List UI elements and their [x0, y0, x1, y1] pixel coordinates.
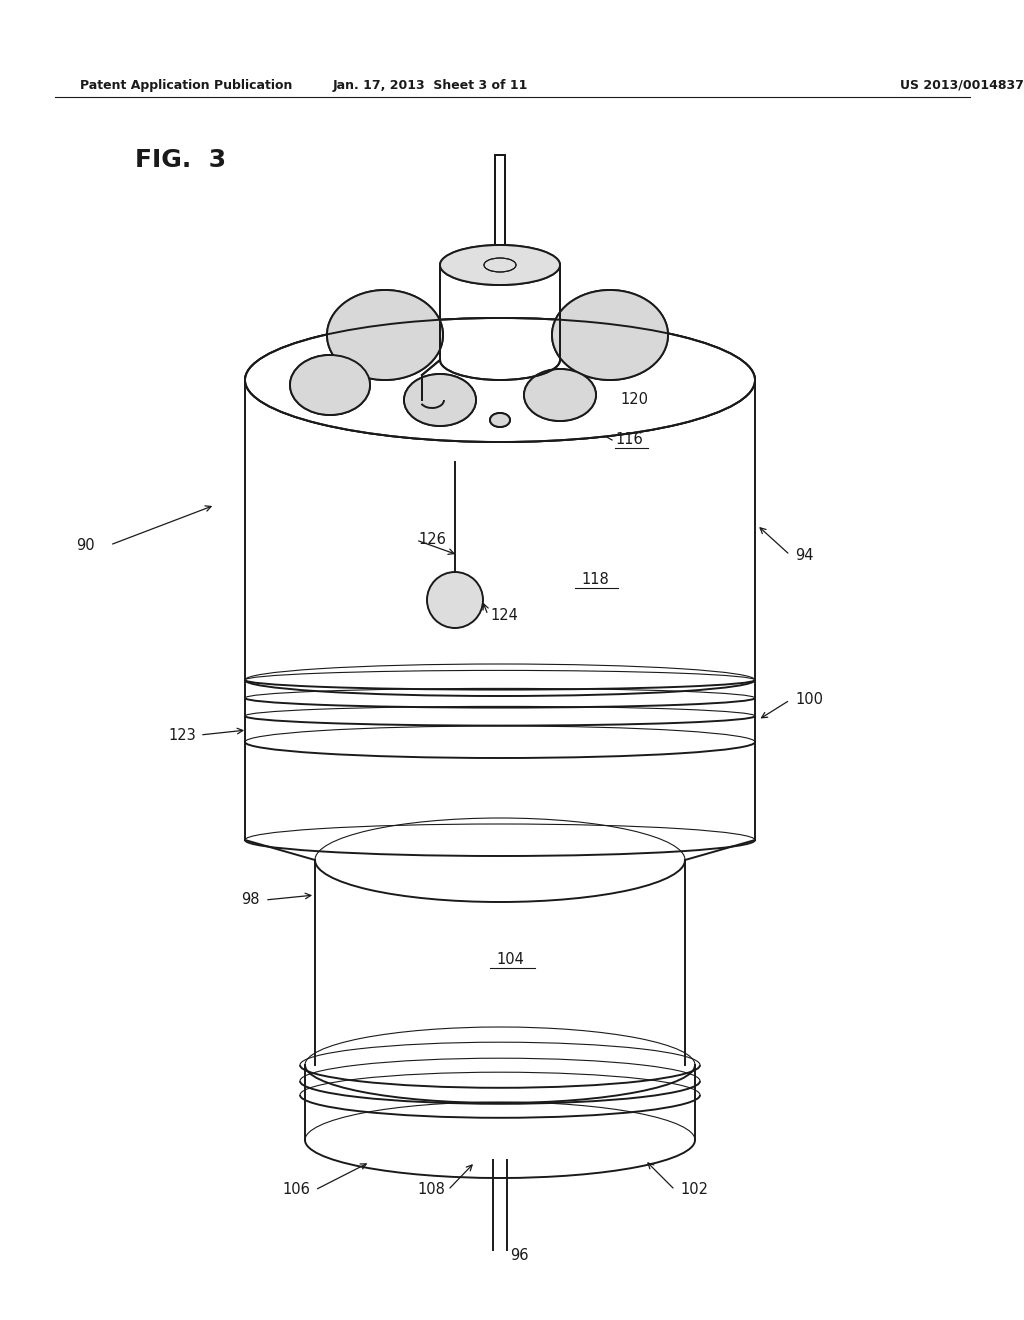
Text: Jan. 17, 2013  Sheet 3 of 11: Jan. 17, 2013 Sheet 3 of 11	[333, 78, 527, 91]
Text: 118: 118	[582, 573, 609, 587]
Text: 106: 106	[283, 1183, 310, 1197]
Text: 98: 98	[242, 892, 260, 908]
Ellipse shape	[490, 413, 510, 426]
Circle shape	[427, 572, 483, 628]
Text: 104: 104	[496, 953, 524, 968]
Ellipse shape	[327, 290, 443, 380]
Ellipse shape	[290, 355, 370, 414]
Ellipse shape	[524, 370, 596, 421]
Ellipse shape	[490, 413, 510, 426]
Ellipse shape	[524, 370, 596, 421]
Text: US 2013/0014837 A1: US 2013/0014837 A1	[900, 78, 1024, 91]
Ellipse shape	[440, 246, 560, 285]
Text: 100: 100	[795, 693, 823, 708]
Text: 108: 108	[417, 1183, 445, 1197]
Text: 120: 120	[620, 392, 648, 408]
Ellipse shape	[552, 290, 668, 380]
Text: 96: 96	[510, 1247, 528, 1262]
Ellipse shape	[290, 355, 370, 414]
Text: 124: 124	[490, 607, 518, 623]
Text: 126: 126	[418, 532, 445, 548]
Text: 94: 94	[795, 548, 813, 562]
Text: 123: 123	[168, 727, 196, 742]
Ellipse shape	[404, 374, 476, 426]
Ellipse shape	[404, 374, 476, 426]
Ellipse shape	[245, 318, 755, 442]
Text: FIG.  3: FIG. 3	[135, 148, 226, 172]
Ellipse shape	[552, 290, 668, 380]
Text: 90: 90	[77, 537, 95, 553]
Text: 116: 116	[615, 433, 643, 447]
Ellipse shape	[440, 246, 560, 285]
Text: Patent Application Publication: Patent Application Publication	[80, 78, 293, 91]
Ellipse shape	[245, 318, 755, 442]
Text: 102: 102	[680, 1183, 708, 1197]
Ellipse shape	[327, 290, 443, 380]
